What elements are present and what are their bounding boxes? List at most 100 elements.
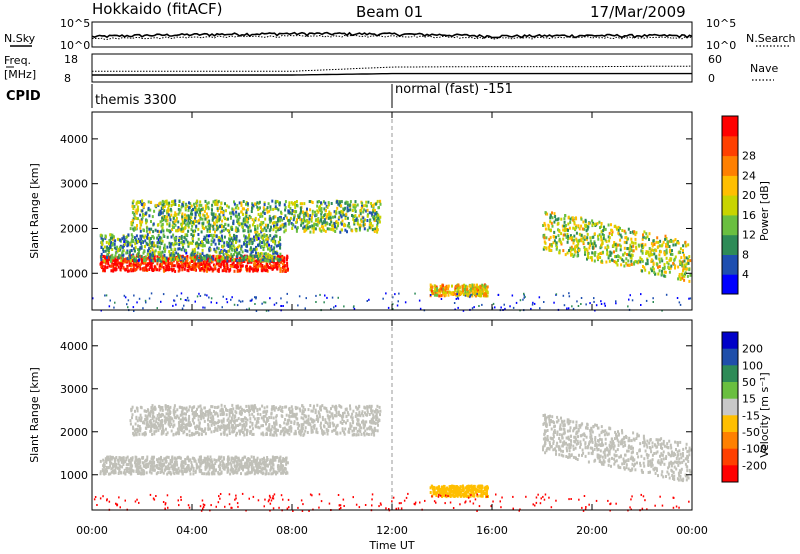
scatter-cell [344, 201, 347, 205]
scatter-cell [156, 458, 158, 462]
scatter-cell [254, 235, 257, 239]
scatter-cell [194, 427, 197, 431]
scatter-cell [242, 200, 245, 203]
scatter-cell [211, 203, 214, 207]
scatter-cell [371, 228, 374, 232]
scatter-cell [305, 224, 308, 228]
scatter-cell [685, 262, 688, 266]
scatter-cell [296, 204, 299, 208]
scatter-cell [629, 254, 632, 258]
scatter-cell [362, 216, 365, 220]
scatter-cell [106, 252, 109, 256]
scatter-cell [349, 200, 352, 204]
scatter-cell [589, 239, 592, 243]
scatter-cell [148, 243, 151, 247]
scatter-cell [311, 212, 314, 216]
scatter-cell [232, 222, 235, 226]
scatter-cell [143, 257, 146, 261]
scatter-cell [140, 416, 143, 420]
scatter-cell [440, 287, 443, 291]
scatter-cell [251, 223, 254, 227]
scatter-cell [291, 227, 294, 230]
scatter-cell [182, 245, 185, 249]
scatter-cell [189, 217, 191, 220]
scatter-cell [113, 246, 116, 250]
scatter-cell [269, 253, 272, 257]
scatter-cell [552, 241, 555, 245]
scatter-cell [133, 205, 136, 208]
scatter-cell [309, 230, 312, 234]
scatter-cell [329, 216, 332, 220]
scatter-cell [664, 274, 667, 278]
scatter-cell [197, 246, 200, 250]
scatter-cell [256, 458, 259, 462]
scatter-cell [549, 235, 552, 239]
scatter-cell [136, 217, 139, 221]
scatter-cell [131, 413, 134, 417]
scatter-cell [110, 457, 113, 461]
scatter-cell [224, 227, 227, 231]
scatter-cell [276, 455, 279, 459]
scatter-cell [181, 255, 184, 259]
scatter-cell [316, 223, 319, 227]
scatter-cell [118, 463, 121, 467]
scatter-cell [256, 462, 259, 466]
scatter-cell [559, 240, 562, 244]
scatter-cell [474, 287, 477, 291]
nave-tick-top: 60 [708, 53, 722, 66]
scatter-cell [325, 216, 328, 220]
scatter-cell [227, 217, 229, 221]
scatter-cell [105, 240, 108, 244]
scatter-cell [130, 238, 133, 242]
scatter-cell [247, 457, 250, 461]
scatter-cell [130, 249, 133, 252]
scatter-cell [277, 217, 280, 221]
scatter-cell [651, 244, 654, 248]
scatter-cell [674, 266, 676, 270]
scatter-cell [151, 248, 154, 252]
scatter-cell [164, 219, 167, 223]
scatter-cell [485, 294, 488, 298]
scatter-cell [214, 202, 217, 206]
scatter-cell [144, 255, 147, 259]
scatter-cell [187, 219, 190, 223]
scatter-cell [232, 212, 235, 216]
scatter-cell [654, 272, 656, 276]
scatter-cell [166, 467, 169, 470]
scatter-cell [640, 304, 642, 306]
scatter-cell [240, 460, 243, 464]
scatter-cell [269, 220, 271, 224]
scatter-cell [657, 240, 660, 244]
scatter-cell [339, 413, 342, 417]
scatter-cell [663, 262, 666, 266]
scatter-cell [509, 305, 511, 308]
scatter-cell [504, 307, 506, 310]
scatter-cell [586, 224, 588, 228]
scatter-cell [125, 463, 128, 467]
scatter-cell [314, 210, 316, 214]
scatter-cell [282, 267, 285, 271]
scatter-cell [275, 250, 278, 254]
scatter-cell [266, 259, 269, 263]
scatter-cell [238, 239, 241, 243]
scatter-cell [575, 231, 578, 235]
scatter-cell [214, 230, 216, 234]
scatter-cell [625, 261, 628, 265]
scatter-cell [256, 201, 259, 205]
scatter-cell [379, 215, 382, 219]
scatter-cell [111, 455, 114, 459]
scatter-cell [672, 239, 675, 243]
scatter-cell [301, 202, 303, 206]
scatter-cell [135, 201, 138, 205]
scatter-cell [688, 255, 691, 259]
scatter-cell [568, 249, 570, 252]
scatter-cell [186, 255, 189, 258]
scatter-cell [140, 257, 143, 260]
scatter-cell [387, 306, 390, 309]
scatter-cell [665, 237, 668, 240]
scatter-cell [197, 237, 200, 241]
scatter-cell [185, 467, 188, 471]
scatter-cell [682, 249, 684, 252]
scatter-cell [582, 236, 585, 240]
scatter-cell [244, 256, 247, 260]
